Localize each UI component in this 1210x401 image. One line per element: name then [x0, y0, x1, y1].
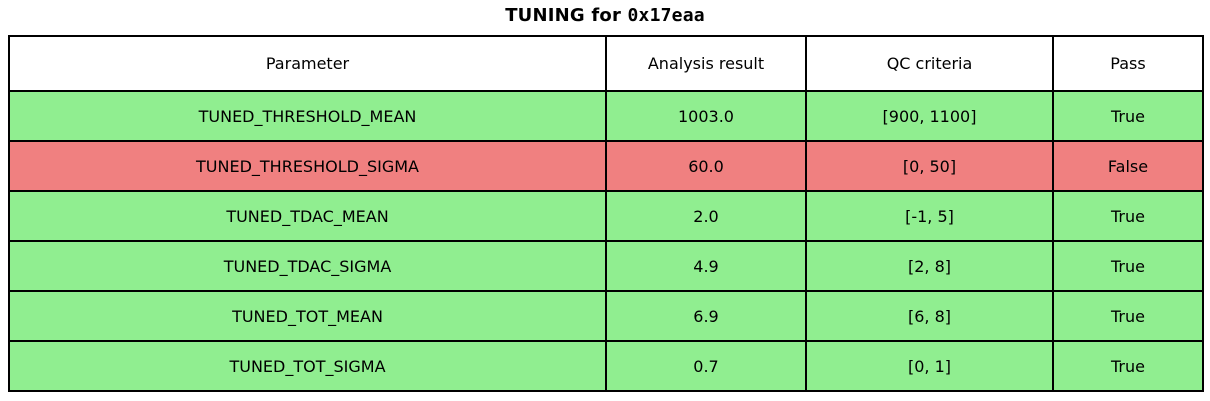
table-header-row: Parameter Analysis result QC criteria Pa…	[8, 35, 1204, 92]
figure-title: TUNING for 0x17eaa	[0, 5, 1210, 26]
column-header-analysis-result: Analysis result	[605, 35, 807, 92]
cell-parameter: TUNED_THRESHOLD_SIGMA	[8, 140, 607, 192]
cell-pass-status: True	[1052, 90, 1204, 142]
cell-parameter: TUNED_TDAC_SIGMA	[8, 240, 607, 292]
figure-title-chip-id: 0x17eaa	[627, 5, 705, 26]
figure-title-prefix: TUNING for	[505, 5, 628, 26]
table-row: TUNED_THRESHOLD_MEAN 1003.0 [900, 1100] …	[8, 90, 1204, 142]
cell-pass-status: True	[1052, 190, 1204, 242]
cell-parameter: TUNED_TDAC_MEAN	[8, 190, 607, 242]
cell-pass-status: True	[1052, 290, 1204, 342]
cell-result: 6.9	[605, 290, 807, 342]
table-row: TUNED_TDAC_MEAN 2.0 [-1, 5] True	[8, 190, 1204, 242]
cell-criteria: [900, 1100]	[805, 90, 1054, 142]
column-header-pass: Pass	[1052, 35, 1204, 92]
cell-parameter: TUNED_TOT_MEAN	[8, 290, 607, 342]
cell-criteria: [0, 1]	[805, 340, 1054, 392]
column-header-qc-criteria: QC criteria	[805, 35, 1054, 92]
table-row: TUNED_TOT_SIGMA 0.7 [0, 1] True	[8, 340, 1204, 392]
cell-criteria: [-1, 5]	[805, 190, 1054, 242]
cell-result: 1003.0	[605, 90, 807, 142]
column-header-parameter: Parameter	[8, 35, 607, 92]
cell-result: 2.0	[605, 190, 807, 242]
cell-pass-status: True	[1052, 340, 1204, 392]
table-row: TUNED_THRESHOLD_SIGMA 60.0 [0, 50] False	[8, 140, 1204, 192]
cell-parameter: TUNED_THRESHOLD_MEAN	[8, 90, 607, 142]
cell-result: 60.0	[605, 140, 807, 192]
cell-criteria: [6, 8]	[805, 290, 1054, 342]
cell-result: 4.9	[605, 240, 807, 292]
cell-criteria: [2, 8]	[805, 240, 1054, 292]
table-row: TUNED_TDAC_SIGMA 4.9 [2, 8] True	[8, 240, 1204, 292]
cell-parameter: TUNED_TOT_SIGMA	[8, 340, 607, 392]
qc-results-table: Parameter Analysis result QC criteria Pa…	[8, 35, 1204, 392]
cell-pass-status: True	[1052, 240, 1204, 292]
cell-result: 0.7	[605, 340, 807, 392]
cell-pass-status: False	[1052, 140, 1204, 192]
cell-criteria: [0, 50]	[805, 140, 1054, 192]
table-row: TUNED_TOT_MEAN 6.9 [6, 8] True	[8, 290, 1204, 342]
